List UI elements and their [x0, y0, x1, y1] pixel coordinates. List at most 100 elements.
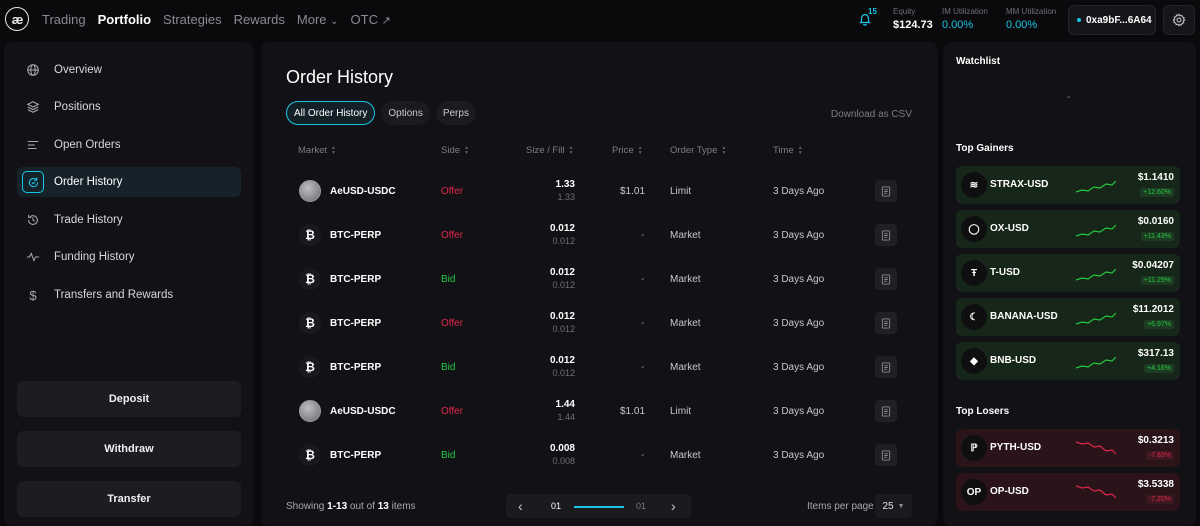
nav-rewards[interactable]: Rewards	[233, 12, 285, 27]
external-link-icon: ↗	[381, 15, 391, 27]
im-utilization-stat: IM Utilization 0.00%	[942, 7, 988, 31]
table-row[interactable]: AeUSD-USDC Offer 1.33 1.33 $1.01 Limit 3…	[261, 170, 938, 214]
order-details-button[interactable]	[875, 224, 897, 246]
settings-button[interactable]	[1163, 5, 1195, 35]
bitcoin-icon: ₿	[299, 312, 321, 334]
im-utilization-value: 0.00%	[942, 19, 974, 31]
table-row[interactable]: ₿ BTC-PERP Offer 0.012 0.012 - Market 3 …	[261, 214, 938, 258]
market-card[interactable]: ≋ STRAX-USD $1.1410 +12.60%	[956, 166, 1180, 204]
sidebar-item-trade-history[interactable]: Trade History	[17, 205, 241, 235]
market-name: BTC-PERP	[330, 317, 382, 329]
nav-otc[interactable]: OTC ↗	[350, 12, 391, 27]
ox-icon: ◯	[961, 216, 987, 242]
column-header-price[interactable]: Price ▲ ▼	[612, 144, 643, 156]
order-details-button[interactable]	[875, 268, 897, 290]
logo-icon[interactable]: æ	[5, 7, 29, 31]
market-card-name: BNB-USD	[990, 355, 1037, 366]
order-details-button[interactable]	[875, 444, 897, 466]
column-header-size-fill[interactable]: Size / Fill ▲ ▼	[526, 144, 574, 156]
tab-options[interactable]: Options	[381, 101, 430, 125]
market-card-name: OP-USD	[990, 486, 1029, 497]
sidebar-item-positions[interactable]: Positions	[17, 92, 241, 122]
tab-perps[interactable]: Perps	[435, 101, 476, 125]
sidebar-item-label: Overview	[54, 64, 102, 76]
sidebar-item-order-history[interactable]: Order History	[17, 167, 241, 197]
sidebar-item-label: Open Orders	[54, 139, 121, 151]
download-csv-link[interactable]: Download as CSV	[830, 109, 912, 120]
t-icon: Ŧ	[961, 260, 987, 286]
equity-label: Equity	[893, 7, 916, 16]
tab-all-order-history[interactable]: All Order History	[286, 101, 376, 125]
sidebar-item-funding-history[interactable]: Funding History	[17, 242, 241, 272]
order-type-cell: Market	[670, 318, 701, 329]
wallet-status-dot	[1077, 18, 1081, 22]
table-row[interactable]: AeUSD-USDC Offer 1.44 1.44 $1.01 Limit 3…	[261, 390, 938, 434]
op-icon: OP	[961, 479, 987, 505]
price-cell: -	[641, 274, 645, 285]
sidebar-item-open-orders[interactable]: Open Orders	[17, 130, 241, 160]
price-up-sparkline	[1076, 268, 1116, 281]
table-row[interactable]: ₿ BTC-PERP Bid 0.012 0.012 - Market 3 Da…	[261, 346, 938, 390]
order-size: 0.008	[549, 443, 575, 454]
time-cell: 3 Days Ago	[773, 274, 825, 285]
sidebar-item-transfers-and-rewards[interactable]: $ Transfers and Rewards	[17, 280, 241, 310]
order-fill: 1.44	[557, 412, 575, 422]
bitcoin-icon: ₿	[299, 268, 321, 290]
market-card-change: +11.29%	[1140, 276, 1174, 285]
table-row[interactable]: ₿ BTC-PERP Bid 0.008 0.008 - Market 3 Da…	[261, 434, 938, 478]
market-card[interactable]: ℙ PYTH-USD $0.3213 -7.83%	[956, 429, 1180, 467]
market-card[interactable]: Ŧ T-USD $0.04207 +11.29%	[956, 254, 1180, 292]
table-row[interactable]: ₿ BTC-PERP Offer 0.012 0.012 - Market 3 …	[261, 302, 938, 346]
sort-icon: ▲ ▼	[797, 144, 803, 156]
document-icon	[875, 180, 897, 202]
document-icon	[875, 268, 897, 290]
price-down-sparkline	[1076, 485, 1116, 499]
order-type-cell: Market	[670, 274, 701, 285]
side-cell: Bid	[441, 362, 456, 373]
column-header-market[interactable]: Market ▲ ▼	[298, 144, 336, 156]
column-header-order-type[interactable]: Order Type ▲ ▼	[670, 144, 727, 156]
market-card[interactable]: ◆ BNB-USD $317.13 +4.16%	[956, 342, 1180, 380]
market-cell: AeUSD-USDC	[299, 180, 396, 202]
order-details-button[interactable]	[875, 400, 897, 422]
order-fill: 0.012	[552, 236, 575, 246]
nav-portfolio[interactable]: Portfolio	[97, 12, 152, 27]
market-name: BTC-PERP	[330, 449, 382, 461]
order-fill: 0.012	[552, 280, 575, 290]
equity-stat: Equity $124.73	[893, 7, 933, 31]
column-header-side[interactable]: Side ▲ ▼	[441, 144, 469, 156]
withdraw-button[interactable]: Withdraw	[17, 431, 241, 467]
table-row[interactable]: ₿ BTC-PERP Bid 0.012 0.012 - Market 3 Da…	[261, 258, 938, 302]
order-details-button[interactable]	[875, 180, 897, 202]
nav-trading[interactable]: Trading	[42, 12, 86, 27]
nav-more[interactable]: More ⌄	[296, 12, 339, 27]
order-details-button[interactable]	[875, 312, 897, 334]
order-details-button[interactable]	[875, 356, 897, 378]
market-card[interactable]: ◯ OX-USD $0.0160 +11.43%	[956, 210, 1180, 248]
dollar-icon: $	[29, 287, 37, 303]
document-icon	[875, 400, 897, 422]
market-card-price: $11.2012	[1132, 304, 1174, 315]
bell-icon[interactable]	[858, 12, 872, 26]
market-card-change: +6.97%	[1144, 320, 1174, 329]
market-card[interactable]: OP OP-USD $3.5338 -7.20%	[956, 473, 1180, 511]
nav-strategies[interactable]: Strategies	[163, 12, 222, 27]
sidebar-item-label: Order History	[54, 176, 123, 188]
wallet-button[interactable]: 0xa9bF...6A64	[1068, 5, 1156, 35]
price-cell: -	[641, 318, 645, 329]
chevron-left-icon[interactable]: ‹	[518, 498, 523, 514]
chevron-right-icon[interactable]: ›	[671, 498, 676, 514]
deposit-button[interactable]: Deposit	[17, 381, 241, 417]
market-card[interactable]: ☾ BANANA-USD $11.2012 +6.97%	[956, 298, 1180, 336]
items-per-page-select[interactable]: 25 ▼	[875, 494, 912, 518]
order-fill: 0.008	[552, 456, 575, 466]
market-cell: ₿ BTC-PERP	[299, 444, 381, 466]
aeusd-icon	[299, 180, 321, 202]
column-header-time[interactable]: Time ▲ ▼	[773, 144, 803, 156]
price-up-sparkline	[1076, 312, 1116, 325]
history-icon	[22, 209, 44, 231]
transfer-button[interactable]: Transfer	[17, 481, 241, 517]
side-cell: Offer	[441, 230, 464, 241]
sidebar-item-overview[interactable]: Overview	[17, 55, 241, 85]
price-cell: -	[641, 362, 645, 373]
